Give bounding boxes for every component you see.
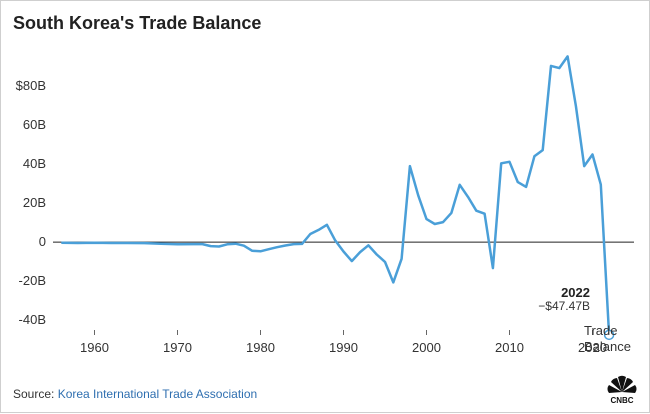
data-point: [359, 251, 362, 254]
data-point: [508, 160, 511, 163]
data-point: [284, 244, 287, 247]
data-point: [325, 223, 328, 226]
data-point: [292, 243, 295, 246]
data-point: [242, 244, 245, 247]
series-label: Trade Balance: [584, 323, 631, 354]
data-point: [126, 241, 129, 244]
data-point: [450, 211, 453, 214]
y-tick-label: -40B: [19, 312, 46, 327]
x-tick-label: 2000: [412, 340, 441, 355]
data-point: [516, 181, 519, 184]
data-point: [442, 221, 445, 224]
data-point: [425, 218, 428, 221]
data-point: [267, 248, 270, 251]
y-tick-label: 40B: [23, 156, 46, 171]
data-point: [400, 257, 403, 260]
data-point: [475, 209, 478, 212]
data-point: [541, 149, 544, 152]
source-note: Source: Korea International Trade Associ…: [13, 387, 257, 401]
source-prefix: Source:: [13, 387, 55, 401]
y-tick-label: 0: [39, 234, 46, 249]
data-point: [259, 250, 262, 253]
x-tick-label: 1990: [329, 340, 358, 355]
data-point: [591, 153, 594, 156]
y-tick-label: $80B: [16, 78, 46, 93]
data-point: [342, 250, 345, 253]
data-point: [483, 212, 486, 215]
data-point: [334, 239, 337, 242]
data-point: [467, 195, 470, 198]
data-point: [218, 245, 221, 248]
data-point: [392, 281, 395, 284]
chart-title: South Korea's Trade Balance: [13, 13, 262, 33]
data-point: [60, 241, 63, 244]
data-point: [533, 155, 536, 158]
data-point: [599, 183, 602, 186]
data-point: [417, 194, 420, 197]
data-point: [93, 241, 96, 244]
y-tick-label: 60B: [23, 117, 46, 132]
data-point: [309, 232, 312, 235]
x-tick-label: 2010: [495, 340, 524, 355]
data-point: [525, 185, 528, 188]
data-point: [550, 64, 553, 67]
data-point: [201, 243, 204, 246]
y-tick-label: -20B: [19, 273, 46, 288]
data-point: [276, 246, 279, 249]
x-tick-label: 2020: [578, 340, 607, 355]
source-link[interactable]: Korea International Trade Association: [57, 387, 258, 401]
series-line-trade-balance: [61, 55, 611, 335]
annotation-value: −$47.47B: [538, 299, 590, 313]
data-point: [375, 253, 378, 256]
data-point: [500, 162, 503, 165]
x-axis-ticks: 1960 1970 1980 1990 2000 2010 2020: [80, 330, 607, 355]
data-point: [367, 244, 370, 247]
data-point: [234, 242, 237, 245]
x-tick-label: 1980: [246, 340, 275, 355]
data-point: [159, 242, 162, 245]
data-point: [226, 243, 229, 246]
latest-value-annotation: 2022−$47.47B Trade Balance: [538, 285, 631, 354]
data-point: [408, 165, 411, 168]
end-point-marker: [603, 329, 615, 341]
cnbc-peacock-logo: CNBC: [607, 375, 637, 405]
data-point: [433, 223, 436, 226]
data-point: [491, 267, 494, 270]
data-point: [76, 241, 79, 244]
data-point: [558, 67, 561, 70]
data-point: [583, 165, 586, 168]
data-point: [110, 241, 113, 244]
data-point: [251, 249, 254, 252]
x-tick-label: 1970: [163, 340, 192, 355]
logo-wordmark: CNBC: [610, 396, 633, 405]
data-point: [143, 242, 146, 245]
data-point: [193, 243, 196, 246]
annotation-year: 2022: [561, 285, 590, 300]
data-point: [458, 183, 461, 186]
data-point: [301, 242, 304, 245]
data-point: [176, 243, 179, 246]
data-point: [574, 105, 577, 108]
data-points: [60, 55, 611, 337]
y-axis-ticks: $80B 60B 40B 20B 0 -20B -40B: [16, 78, 46, 327]
data-point: [209, 245, 212, 248]
data-point: [350, 260, 353, 263]
x-tick-label: 1960: [80, 340, 109, 355]
data-point: [566, 55, 569, 58]
data-point: [317, 228, 320, 231]
y-tick-label: 20B: [23, 195, 46, 210]
data-point: [384, 260, 387, 263]
